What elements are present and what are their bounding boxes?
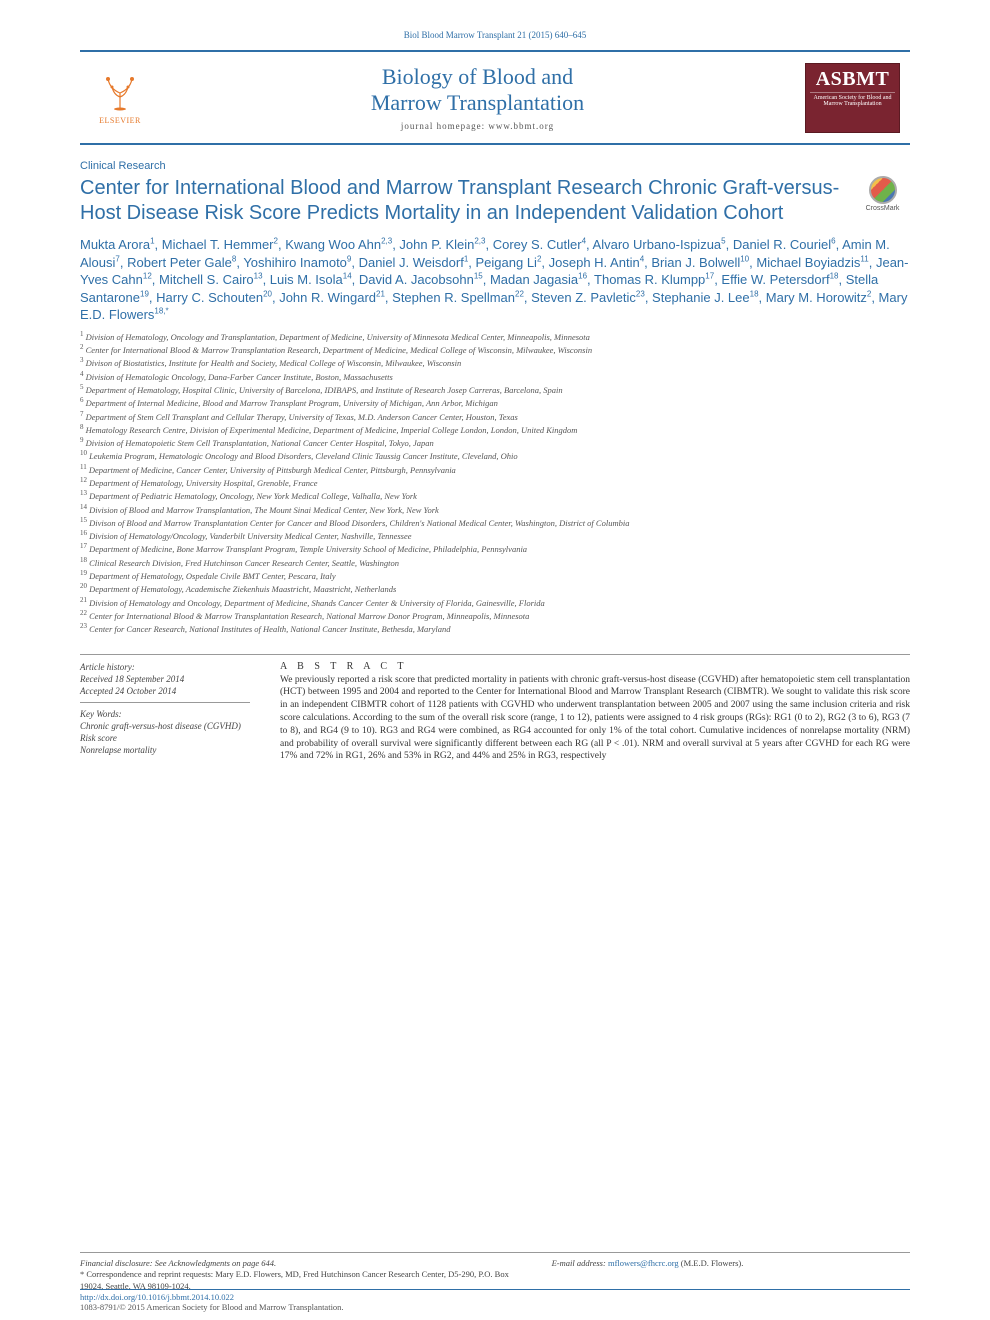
affiliation-item: 1 Division of Hematology, Oncology and T… (80, 330, 910, 343)
affiliation-item: 22 Center for International Blood & Marr… (80, 609, 910, 622)
journal-name: Biology of Blood andMarrow Transplantati… (150, 64, 805, 115)
email-link[interactable]: mflowers@fhcrc.org (608, 1258, 679, 1268)
affiliation-item: 2 Center for International Blood & Marro… (80, 343, 910, 356)
section-kicker: Clinical Research (80, 160, 910, 172)
article-history-column: Article history: Received 18 September 2… (80, 661, 250, 764)
keyword-item: Chronic graft-versus-host disease (CGVHD… (80, 720, 250, 732)
footer-left: Financial disclosure: See Acknowledgment… (80, 1258, 512, 1292)
affiliation-item: 21 Division of Hematology and Oncology, … (80, 596, 910, 609)
affiliation-item: 11 Department of Medicine, Cancer Center… (80, 463, 910, 476)
affiliation-item: 23 Center for Cancer Research, National … (80, 622, 910, 635)
history-received: Received 18 September 2014 (80, 673, 250, 685)
affiliation-item: 17 Department of Medicine, Bone Marrow T… (80, 542, 910, 555)
affiliation-item: 5 Department of Hematology, Hospital Cli… (80, 383, 910, 396)
footer-zone: Financial disclosure: See Acknowledgment… (80, 1252, 910, 1292)
affiliation-item: 20 Department of Hematology, Academische… (80, 582, 910, 595)
article-title: Center for International Blood and Marro… (80, 176, 855, 226)
crossmark-widget[interactable]: CrossMark (855, 176, 910, 212)
affiliation-item: 8 Hematology Research Centre, Division o… (80, 423, 910, 436)
doi-line: http://dx.doi.org/10.1016/j.bbmt.2014.10… (80, 1289, 910, 1312)
affiliation-list: 1 Division of Hematology, Oncology and T… (80, 330, 910, 636)
crossmark-icon (869, 176, 897, 204)
elsevier-logo: ELSEVIER (90, 71, 150, 125)
asbmt-logo: ASBMT American Society for Blood and Mar… (805, 63, 900, 133)
abstract-column: A B S T R A C T We previously reported a… (280, 661, 910, 764)
elsevier-tree-icon (100, 71, 140, 111)
affiliation-item: 6 Department of Internal Medicine, Blood… (80, 396, 910, 409)
affiliation-item: 19 Department of Hematology, Ospedale Ci… (80, 569, 910, 582)
copyright-line: 1083-8791/© 2015 American Society for Bl… (80, 1302, 344, 1312)
affiliation-item: 3 Divison of Biostatistics, Institute fo… (80, 356, 910, 369)
elsevier-label: ELSEVIER (90, 116, 150, 125)
financial-disclosure: Financial disclosure: See Acknowledgment… (80, 1258, 512, 1269)
affiliation-item: 18 Clinical Research Division, Fred Hutc… (80, 556, 910, 569)
footer-right: E-mail address: mflowers@fhcrc.org (M.E.… (552, 1258, 910, 1292)
doi-url[interactable]: http://dx.doi.org/10.1016/j.bbmt.2014.10… (80, 1292, 234, 1302)
abstract-text: We previously reported a risk score that… (280, 674, 910, 764)
history-accepted: Accepted 24 October 2014 (80, 685, 250, 697)
journal-homepage[interactable]: journal homepage: www.bbmt.org (150, 121, 805, 131)
asbmt-acronym: ASBMT (810, 68, 895, 93)
history-heading: Article history: (80, 661, 250, 673)
affiliation-item: 12 Department of Hematology, University … (80, 476, 910, 489)
affiliation-item: 14 Division of Blood and Marrow Transpla… (80, 503, 910, 516)
abstract-heading: A B S T R A C T (280, 661, 910, 672)
journal-title-block: Biology of Blood andMarrow Transplantati… (150, 64, 805, 131)
crossmark-label: CrossMark (866, 205, 900, 212)
affiliation-item: 9 Division of Hematopoietic Stem Cell Tr… (80, 436, 910, 449)
top-citation: Biol Blood Marrow Transplant 21 (2015) 6… (80, 30, 910, 40)
journal-banner: ELSEVIER Biology of Blood andMarrow Tran… (80, 50, 910, 145)
email-label: E-mail address: (552, 1258, 606, 1268)
keyword-item: Nonrelapse mortality (80, 744, 250, 756)
keywords-heading: Key Words: (80, 708, 250, 720)
keyword-item: Risk score (80, 732, 250, 744)
email-attribution: (M.E.D. Flowers). (681, 1258, 744, 1268)
asbmt-subtitle: American Society for Blood and Marrow Tr… (810, 95, 895, 109)
affiliation-item: 16 Division of Hematology/Oncology, Vand… (80, 529, 910, 542)
affiliation-item: 4 Division of Hematologic Oncology, Dana… (80, 370, 910, 383)
affiliation-item: 7 Department of Stem Cell Transplant and… (80, 410, 910, 423)
author-list: Mukta Arora1, Michael T. Hemmer2, Kwang … (80, 236, 910, 324)
affiliation-item: 13 Department of Pediatric Hematology, O… (80, 489, 910, 502)
affiliation-item: 15 Divison of Blood and Marrow Transplan… (80, 516, 910, 529)
affiliation-item: 10 Leukemia Program, Hematologic Oncolog… (80, 449, 910, 462)
abstract-header-row: Article history: Received 18 September 2… (80, 654, 910, 764)
